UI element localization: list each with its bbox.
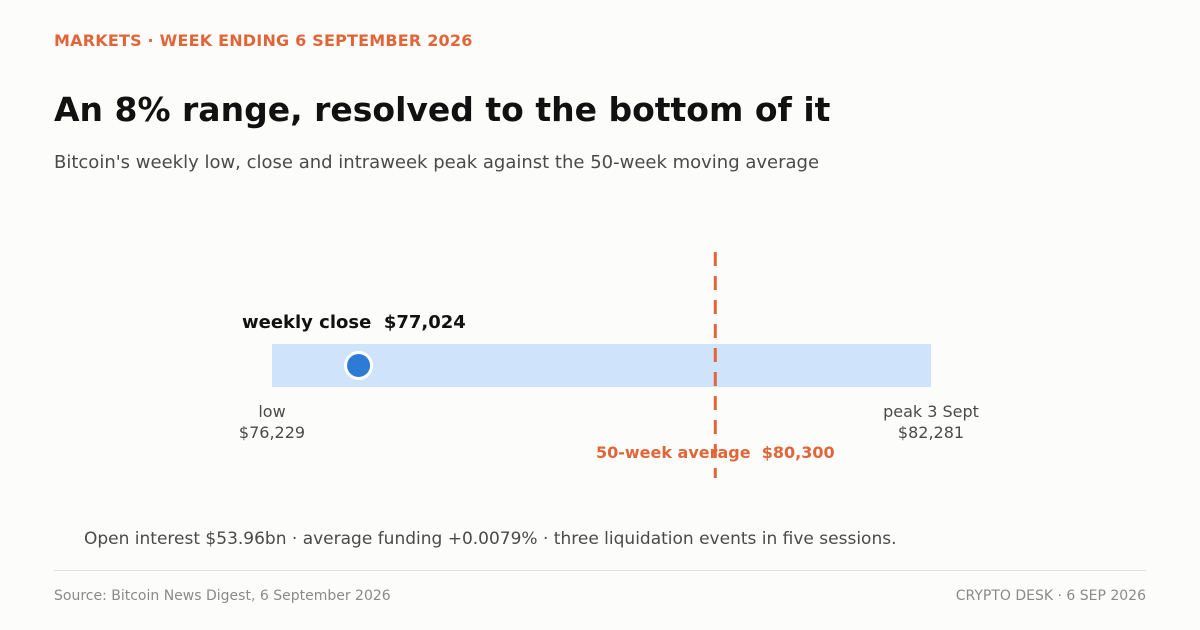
peak-label: peak 3 Sept xyxy=(883,402,979,421)
chart-title: An 8% range, resolved to the bottom of i… xyxy=(54,90,831,129)
desk-credit: CRYPTO DESK · 6 SEP 2026 xyxy=(955,588,1146,604)
range-bar xyxy=(272,344,931,387)
average-label: 50-week average $80,300 xyxy=(596,443,835,462)
close-label: weekly close $77,024 xyxy=(242,312,466,333)
source-credit: Source: Bitcoin News Digest, 6 September… xyxy=(54,588,391,604)
peak-value: $82,281 xyxy=(898,423,964,442)
market-note: Open interest $53.96bn · average funding… xyxy=(84,529,897,549)
low-label: low xyxy=(258,402,285,421)
footer-divider xyxy=(54,570,1146,571)
close-marker xyxy=(344,351,374,380)
kicker: MARKETS · WEEK ENDING 6 SEPTEMBER 2026 xyxy=(54,31,473,50)
low-value: $76,229 xyxy=(239,423,305,442)
chart-subtitle: Bitcoin's weekly low, close and intrawee… xyxy=(54,152,820,173)
